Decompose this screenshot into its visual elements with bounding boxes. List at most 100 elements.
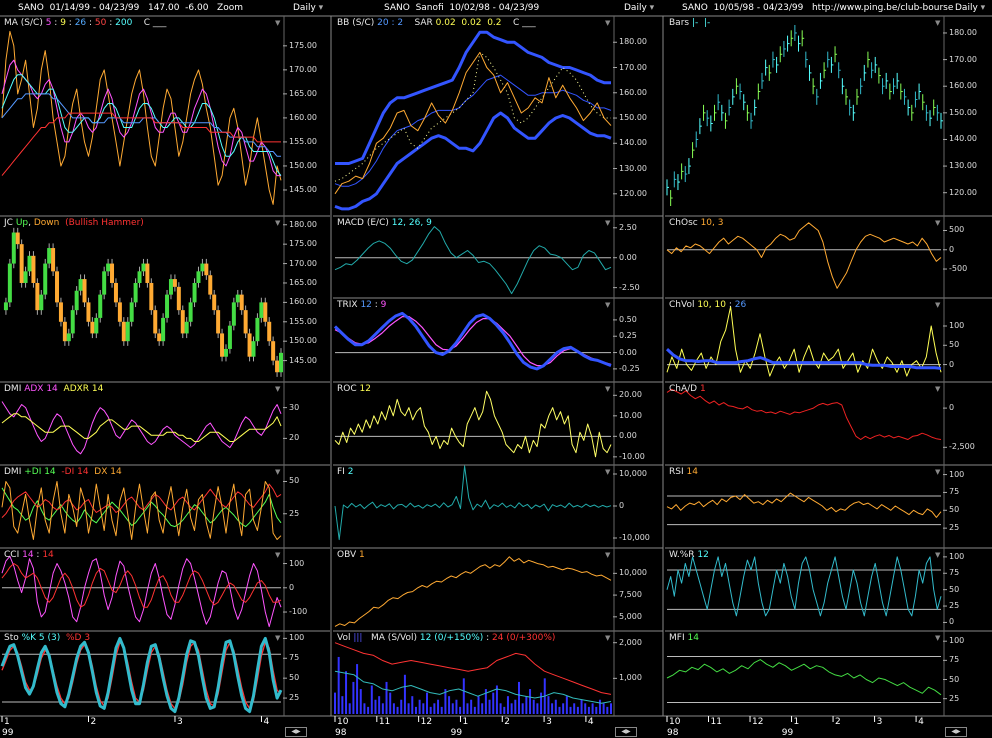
ma-series-ma5 xyxy=(1,59,281,177)
candle-body xyxy=(188,302,193,322)
panel-menu-arrow[interactable]: ▼ xyxy=(605,385,611,393)
y-tick-label: 1,000 xyxy=(619,673,642,683)
candle-body xyxy=(200,263,205,272)
panel-menu-arrow[interactable]: ▼ xyxy=(935,219,941,227)
panel-menu-arrow[interactable]: ▼ xyxy=(935,301,941,309)
chvol-series-chvolma xyxy=(665,348,942,370)
y-tick-label: 165.00 xyxy=(289,277,317,287)
candle-body xyxy=(27,255,32,272)
label-part: MACD (E/C) xyxy=(337,218,392,228)
panel-label: ChOsc 10, 3 xyxy=(669,218,723,229)
y-tick-label: 25 xyxy=(289,693,300,703)
candle-body xyxy=(113,282,118,303)
scroll-button[interactable]: ◀▶ xyxy=(615,727,637,737)
label-part: : xyxy=(483,633,493,643)
candle-body xyxy=(165,294,170,318)
panel-menu-arrow[interactable]: ▼ xyxy=(605,551,611,559)
panel-menu-arrow[interactable]: ▼ xyxy=(275,19,281,27)
period-dropdown-middle[interactable]: Daily xyxy=(624,0,654,16)
label-part: 12 xyxy=(359,384,371,394)
panel-menu-arrow[interactable]: ▼ xyxy=(605,468,611,476)
label-part: C ___ xyxy=(132,18,167,28)
period-dropdown-left[interactable]: Daily xyxy=(293,0,323,16)
candle-body xyxy=(98,294,103,318)
bb-series-middle xyxy=(334,74,612,187)
panel-menu-arrow[interactable]: ▼ xyxy=(275,219,281,227)
y-tick-label: 0.00 xyxy=(619,431,637,441)
chosc-series-chosc xyxy=(666,222,942,289)
candle-body xyxy=(180,310,185,334)
panel-label: ChVol 10, 10 : 26 xyxy=(669,300,746,311)
label-part: 26 xyxy=(734,300,747,310)
y-tick-label: 30 xyxy=(289,402,300,412)
candle-body xyxy=(196,271,201,283)
scroll-button[interactable]: ◀▶ xyxy=(285,727,307,737)
candle-body xyxy=(19,244,24,283)
panel-menu-arrow[interactable]: ▼ xyxy=(605,634,611,642)
label-part: ChVol xyxy=(669,300,698,310)
y-tick-label: 50 xyxy=(949,674,960,684)
y-tick-label: 170.00 xyxy=(949,54,977,64)
label-part: : xyxy=(86,18,95,28)
header-right: SANO 10/05/98 - 04/23/99 http://www.ping… xyxy=(682,3,954,13)
x-tick-label: 10 xyxy=(337,717,349,727)
panel-bb: 120.00 130.00 140.00 150.00 160.00 170.00 180.… xyxy=(333,16,663,216)
fi-plot xyxy=(334,465,617,541)
y-tick-label: 50 xyxy=(949,505,960,515)
y-tick-label: 25 xyxy=(949,601,960,611)
label-part: SAR xyxy=(403,18,436,28)
label-part: 9 xyxy=(380,300,387,310)
candle-body xyxy=(35,282,40,311)
y-tick-label: 20.00 xyxy=(619,390,642,400)
panel-menu-arrow[interactable]: ▼ xyxy=(605,301,611,309)
y-tick-label: 120.00 xyxy=(619,188,647,198)
label-part: (Bullish Hammer) xyxy=(59,218,144,228)
panel-menu-arrow[interactable]: ▼ xyxy=(275,385,281,393)
bb-series-sar xyxy=(334,51,611,182)
ma-series-price xyxy=(1,30,282,205)
cci-plot xyxy=(1,555,287,628)
panel-label: BB (S/C) 20 : 2 SAR 0.02 0.02 0.2 C ___ xyxy=(337,18,536,29)
panel-jc: 145.00 150.00 155.00 160.00 165.00 170.00 175.… xyxy=(0,216,330,382)
panel-menu-arrow[interactable]: ▼ xyxy=(935,634,941,642)
macd-plot xyxy=(334,226,617,295)
candle-body xyxy=(192,282,197,303)
candle-body xyxy=(243,310,248,334)
panel-menu-arrow[interactable]: ▼ xyxy=(605,219,611,227)
ma-plot xyxy=(1,30,287,205)
candle-body xyxy=(15,232,20,245)
x-tick-label: 2 xyxy=(835,717,841,727)
candle-body xyxy=(251,341,256,357)
label-part: 14 xyxy=(687,633,699,643)
y-tick-label: 160.00 xyxy=(619,87,647,97)
scroll-button[interactable]: ◀▶ xyxy=(945,727,967,737)
panel-dmi2: 25 50 DMI +DI 14 -DI 14 DX 14 ▼ xyxy=(0,465,330,548)
panel-menu-arrow[interactable]: ▼ xyxy=(275,468,281,476)
y-tick-label: 140.00 xyxy=(949,134,977,144)
y-tick-label: 100 xyxy=(289,558,305,568)
panel-menu-arrow[interactable]: ▼ xyxy=(935,468,941,476)
x-tick-label: 3 xyxy=(876,717,883,727)
y-tick-label: 180.00 xyxy=(619,37,647,47)
panel-menu-arrow[interactable]: ▼ xyxy=(605,19,611,27)
roc-series-roc xyxy=(334,390,612,458)
wr-plot xyxy=(666,556,947,623)
label-part: 5 xyxy=(45,18,52,28)
vol-series-ma12 xyxy=(334,670,612,704)
candle-body xyxy=(204,263,209,276)
panel-menu-arrow[interactable]: ▼ xyxy=(935,19,941,27)
panel-menu-arrow[interactable]: ▼ xyxy=(935,385,941,393)
trix-plot xyxy=(333,311,617,371)
candle-body xyxy=(55,271,60,303)
y-tick-label: 160.00 xyxy=(289,112,317,122)
panel-label: Sto %K 5 (3) %D 3 xyxy=(4,633,90,644)
candle-body xyxy=(39,294,44,311)
panel-menu-arrow[interactable]: ▼ xyxy=(935,551,941,559)
period-dropdown-right[interactable]: Daily xyxy=(955,0,985,16)
candle-body xyxy=(227,325,232,349)
panel-menu-arrow[interactable]: ▼ xyxy=(275,551,281,559)
panel-menu-arrow[interactable]: ▼ xyxy=(275,634,281,642)
y-tick-label: -10.00 xyxy=(619,451,645,461)
candle-body xyxy=(62,321,67,342)
